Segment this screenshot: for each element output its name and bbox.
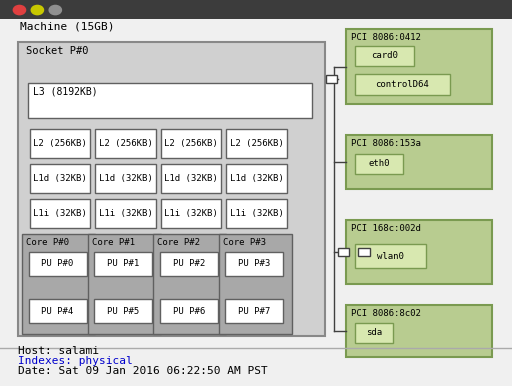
Text: L1d (32KB): L1d (32KB) [33, 174, 87, 183]
Bar [18, 42, 325, 336]
Text: wlan0: wlan0 [377, 252, 404, 261]
Text: L2 (256KB): L2 (256KB) [230, 139, 283, 148]
Text: PCI 8086:8c02: PCI 8086:8c02 [351, 309, 420, 318]
Text: eth0: eth0 [369, 159, 390, 168]
Text: PU P#0: PU P#0 [41, 259, 74, 268]
Bar [346, 29, 492, 104]
Text: PU P#4: PU P#4 [41, 307, 74, 316]
Bar [30, 164, 90, 193]
Bar [94, 299, 152, 323]
Text: L1d (32KB): L1d (32KB) [230, 174, 283, 183]
Bar [161, 164, 221, 193]
Text: L1i (32KB): L1i (32KB) [230, 209, 283, 218]
Bar [355, 46, 414, 66]
Circle shape [49, 5, 61, 15]
Bar [226, 129, 287, 158]
Text: L1i (32KB): L1i (32KB) [164, 209, 218, 218]
Bar [226, 164, 287, 193]
Text: Machine (15GB): Machine (15GB) [20, 21, 115, 31]
Bar [346, 305, 492, 357]
Text: controlD64: controlD64 [375, 80, 429, 89]
Bar [355, 154, 403, 174]
Text: Indexes: physical: Indexes: physical [18, 356, 133, 366]
Text: PU P#5: PU P#5 [107, 307, 139, 316]
Bar [225, 299, 283, 323]
Text: PU P#3: PU P#3 [238, 259, 270, 268]
Bar [94, 252, 152, 276]
Text: PCI 168c:002d: PCI 168c:002d [351, 224, 420, 233]
Text: Core P#3: Core P#3 [223, 238, 266, 247]
Text: Socket P#0: Socket P#0 [26, 46, 88, 56]
Bar [29, 252, 87, 276]
Text: PU P#1: PU P#1 [107, 259, 139, 268]
Text: L1d (32KB): L1d (32KB) [99, 174, 152, 183]
Bar [225, 252, 283, 276]
Text: L2 (256KB): L2 (256KB) [99, 139, 152, 148]
Bar [219, 234, 292, 334]
Text: L3 (8192KB): L3 (8192KB) [33, 87, 98, 97]
Bar [358, 248, 370, 256]
Text: Core P#1: Core P#1 [92, 238, 135, 247]
Bar [88, 234, 161, 334]
Bar [346, 135, 492, 189]
Text: Core P#2: Core P#2 [157, 238, 200, 247]
Text: L1i (32KB): L1i (32KB) [33, 209, 87, 218]
Bar [161, 129, 221, 158]
Bar [346, 220, 492, 284]
Text: Core P#0: Core P#0 [26, 238, 69, 247]
Text: PU P#6: PU P#6 [173, 307, 205, 316]
Text: PCI 8086:153a: PCI 8086:153a [351, 139, 420, 148]
Bar [0, 0, 512, 19]
Bar [355, 323, 393, 343]
Circle shape [13, 5, 26, 15]
Text: Date: Sat 09 Jan 2016 06:22:50 AM PST: Date: Sat 09 Jan 2016 06:22:50 AM PST [18, 366, 268, 376]
Text: PU P#7: PU P#7 [238, 307, 270, 316]
Text: L2 (256KB): L2 (256KB) [33, 139, 87, 148]
Text: card0: card0 [371, 51, 398, 60]
Bar [28, 83, 312, 118]
Text: L2 (256KB): L2 (256KB) [164, 139, 218, 148]
Circle shape [31, 5, 44, 15]
Bar [22, 234, 95, 334]
Bar [355, 244, 426, 268]
Bar [153, 234, 226, 334]
Bar [160, 252, 218, 276]
Bar [338, 248, 349, 256]
Bar [30, 129, 90, 158]
Text: PU P#2: PU P#2 [173, 259, 205, 268]
Text: sda: sda [366, 328, 382, 337]
Bar [355, 74, 450, 95]
Text: PCI 8086:0412: PCI 8086:0412 [351, 33, 420, 42]
Bar [161, 199, 221, 228]
Bar [326, 75, 337, 83]
Bar [29, 299, 87, 323]
Bar [95, 129, 156, 158]
Bar [95, 164, 156, 193]
Bar [95, 199, 156, 228]
Bar [226, 199, 287, 228]
Bar [160, 299, 218, 323]
Text: Host: salami: Host: salami [18, 346, 99, 356]
Bar [30, 199, 90, 228]
Text: L1i (32KB): L1i (32KB) [99, 209, 152, 218]
Text: L1d (32KB): L1d (32KB) [164, 174, 218, 183]
